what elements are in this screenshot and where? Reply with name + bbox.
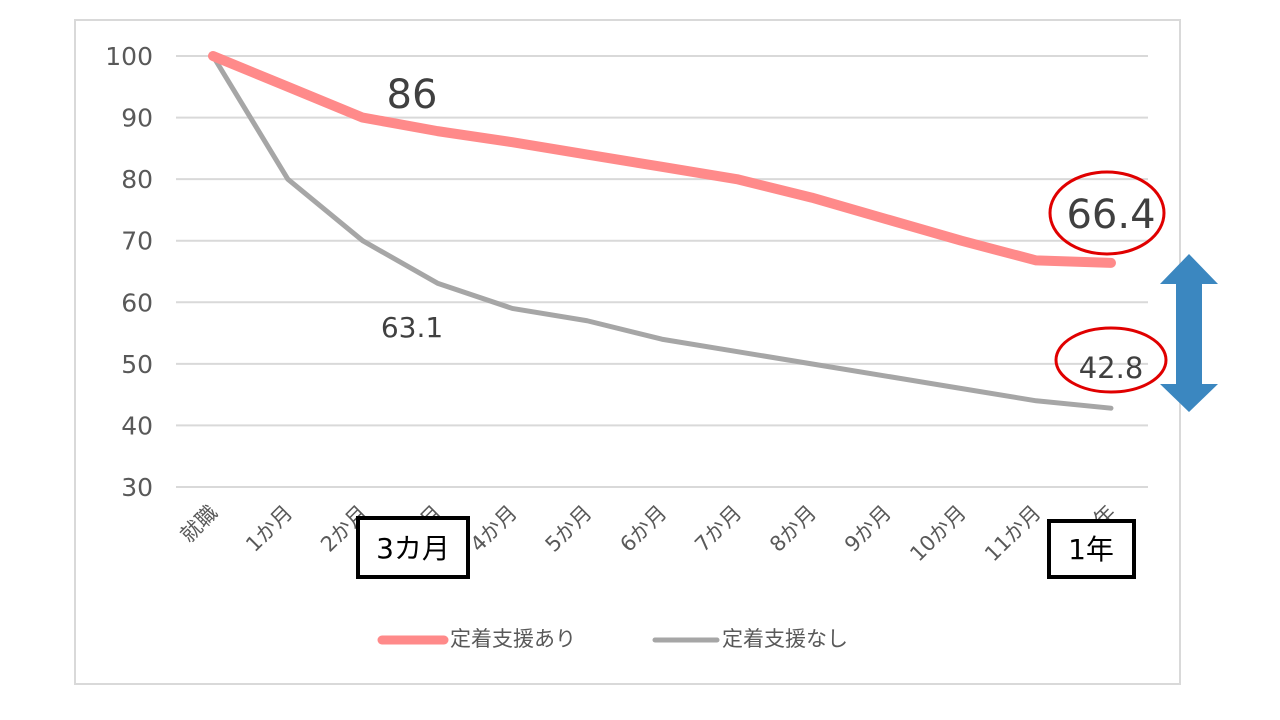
legend: 定着支援あり 定着支援なし xyxy=(377,627,848,651)
y-axis-tick-labels: 30 40 50 60 70 80 90 100 xyxy=(105,42,153,502)
highlight-circle-42-8 xyxy=(1054,326,1168,394)
series-line-with-support xyxy=(208,51,1116,268)
gap-double-arrow xyxy=(1160,254,1218,412)
box-3months xyxy=(356,516,470,579)
y-tick-label: 80 xyxy=(121,165,153,194)
y-tick-label: 50 xyxy=(121,350,153,379)
y-tick-label: 60 xyxy=(121,288,153,317)
annotation-63-1: 63.1 xyxy=(381,311,443,344)
box-3months-label: 3カ月 xyxy=(376,532,450,565)
gridlines xyxy=(176,55,1148,488)
legend-label-with-support: 定着支援あり xyxy=(450,627,576,651)
chart-frame xyxy=(74,19,1181,685)
box-1year-label: 1年 xyxy=(1068,533,1114,566)
y-tick-label: 90 xyxy=(121,104,153,133)
box-1year xyxy=(1047,519,1136,579)
y-tick-label: 100 xyxy=(105,42,153,71)
legend-label-without-support: 定着支援なし xyxy=(722,627,848,651)
annotation-66-4: 66.4 xyxy=(1066,192,1155,238)
annotation-86: 86 xyxy=(387,72,438,118)
series-line-without-support xyxy=(210,53,1114,411)
y-tick-label: 70 xyxy=(121,227,153,256)
highlight-circle-66-4 xyxy=(1048,170,1166,256)
y-tick-label: 30 xyxy=(121,473,153,502)
annotation-42-8: 42.8 xyxy=(1079,351,1144,385)
y-tick-label: 40 xyxy=(121,411,153,440)
series-lines xyxy=(208,51,1116,411)
